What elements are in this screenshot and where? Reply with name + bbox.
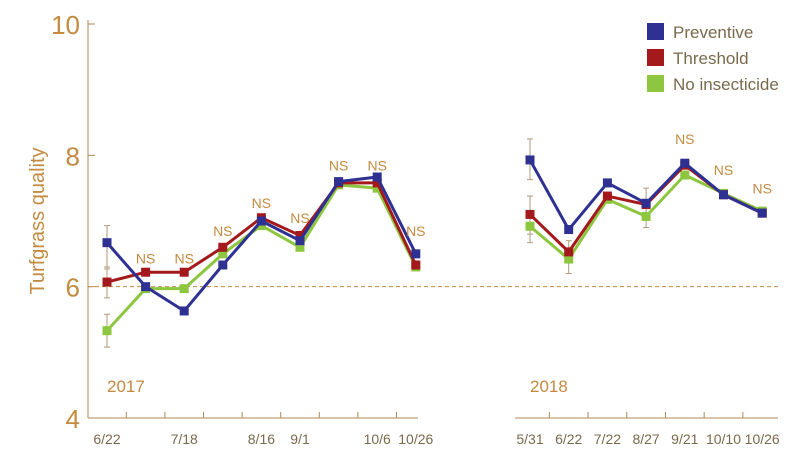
- legend-label: No insecticide: [673, 75, 779, 94]
- data-point-no-insecticide: [102, 326, 112, 336]
- ns-annotation: NS: [136, 251, 155, 267]
- data-point-no-insecticide: [564, 254, 574, 264]
- data-point-preventive: [641, 198, 651, 208]
- data-point-preventive: [256, 216, 266, 226]
- y-tick-label: 6: [66, 273, 80, 303]
- data-point-preventive: [334, 177, 344, 187]
- legend-swatch: [647, 23, 664, 40]
- data-point-preventive: [525, 155, 535, 165]
- data-point-no-insecticide: [525, 221, 535, 231]
- data-point-no-insecticide: [641, 211, 651, 221]
- legend-swatch: [647, 49, 664, 66]
- x-tick-label: 10/26: [745, 431, 780, 447]
- ns-annotation: NS: [290, 210, 309, 226]
- data-point-no-insecticide: [179, 284, 189, 294]
- legend-label: Preventive: [673, 23, 753, 42]
- x-tick-label: 6/22: [555, 431, 582, 447]
- data-point-no-insecticide: [218, 249, 228, 259]
- x-tick-label: 8/16: [248, 431, 275, 447]
- data-point-threshold: [564, 247, 574, 257]
- x-tick-label: 6/22: [93, 431, 120, 447]
- x-tick-label: 9/21: [671, 431, 698, 447]
- year-label-2017: 2017: [107, 377, 145, 396]
- data-point-threshold: [602, 191, 612, 201]
- legend-entry: No insecticide: [647, 75, 779, 94]
- data-point-preventive: [141, 282, 151, 292]
- y-axis-title: Turfgrass quality: [27, 147, 49, 294]
- series-layer: [102, 155, 767, 336]
- x-tick-label: 10/6: [364, 431, 391, 447]
- data-point-threshold: [525, 209, 535, 219]
- ns-annotation: NS: [174, 251, 193, 267]
- data-point-no-insecticide: [680, 170, 690, 180]
- legend-label: Threshold: [673, 49, 749, 68]
- data-point-threshold: [141, 267, 151, 277]
- legend-entry: Preventive: [647, 23, 753, 42]
- x-tick-label: 8/27: [632, 431, 659, 447]
- ns-annotation: NS: [252, 195, 271, 211]
- data-point-preventive: [719, 190, 728, 200]
- data-point-threshold: [179, 267, 189, 277]
- y-tick-label: 8: [66, 141, 80, 171]
- ns-annotation: NS: [213, 223, 232, 239]
- data-point-threshold: [411, 260, 421, 270]
- data-point-preventive: [295, 236, 305, 246]
- x-tick-label: 7/22: [594, 431, 621, 447]
- ns-annotation: NS: [329, 157, 348, 173]
- data-point-no-insecticide: [295, 242, 305, 252]
- x-tick-label: 10/10: [706, 431, 741, 447]
- axes-layer: 4 6 8 10 Turfgrass quality 6/22 7/18 8/16 9/1 10/…: [27, 10, 780, 447]
- data-point-threshold: [102, 277, 112, 287]
- annotation-layer: NS NS NS NS NS NS NS NS NS NS NS: [136, 131, 772, 267]
- data-point-preventive: [218, 260, 228, 270]
- data-point-preventive: [179, 306, 189, 316]
- data-point-preventive: [602, 178, 612, 188]
- data-point-threshold: [218, 242, 228, 252]
- x-tick-label: 5/31: [516, 431, 543, 447]
- data-point-no-insecticide: [372, 183, 382, 193]
- data-point-no-insecticide: [256, 221, 266, 231]
- y-tick-label: 10: [51, 10, 80, 40]
- data-point-preventive: [102, 238, 112, 248]
- data-point-preventive: [757, 208, 767, 218]
- ns-annotation: NS: [367, 157, 386, 173]
- data-point-preventive: [411, 249, 421, 259]
- x-tick-label: 7/18: [171, 431, 198, 447]
- data-point-preventive: [564, 225, 574, 235]
- y-tick-label: 4: [66, 404, 80, 434]
- data-point-preventive: [680, 158, 690, 168]
- x-tick-label: 10/26: [398, 431, 433, 447]
- x-tick-label: 9/1: [290, 431, 310, 447]
- legend-entry: Threshold: [647, 49, 749, 68]
- ns-annotation: NS: [752, 180, 771, 196]
- ns-annotation: NS: [714, 162, 733, 178]
- ns-annotation: NS: [406, 223, 425, 239]
- year-label-2018: 2018: [530, 377, 568, 396]
- ns-annotation: NS: [675, 131, 694, 147]
- legend-swatch: [647, 75, 664, 92]
- legend: Preventive Threshold No insecticide: [647, 23, 779, 94]
- data-point-threshold: [295, 230, 305, 240]
- data-point-preventive: [372, 172, 382, 182]
- data-point-threshold: [372, 178, 382, 188]
